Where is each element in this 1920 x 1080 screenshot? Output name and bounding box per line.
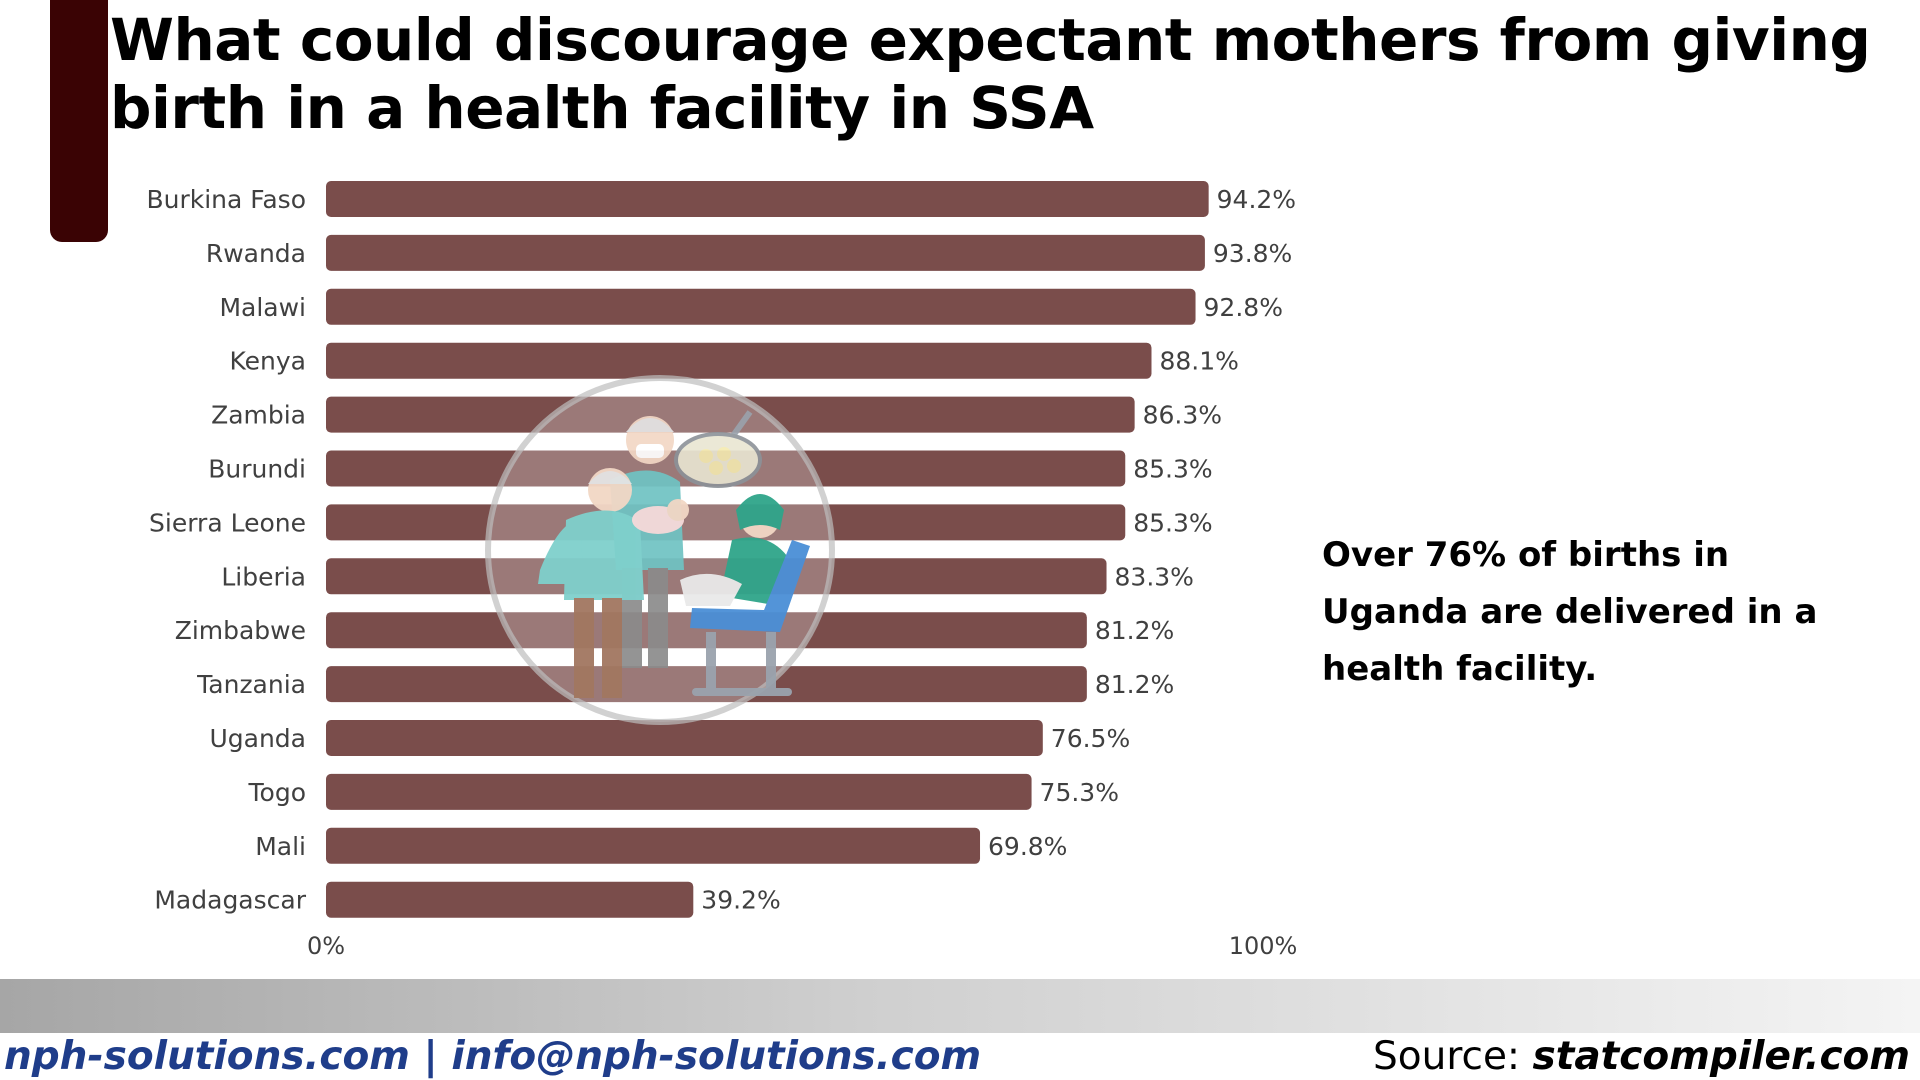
footer-source: Source: statcompiler.com xyxy=(1373,1034,1910,1079)
category-label: Madagascar xyxy=(154,886,306,915)
bar xyxy=(326,288,1196,325)
category-label: Togo xyxy=(248,778,306,807)
value-label: 85.3% xyxy=(1133,508,1212,537)
category-label: Kenya xyxy=(230,347,307,376)
value-label: 69.8% xyxy=(988,832,1067,861)
title-accent-bar xyxy=(50,0,108,242)
category-label: Zimbabwe xyxy=(175,616,306,645)
page-title: What could discourage expectant mothers … xyxy=(110,6,1871,142)
bar xyxy=(326,827,981,864)
source-prefix: Source: xyxy=(1372,1034,1533,1079)
category-label: Sierra Leone xyxy=(149,508,306,537)
x-tick-label: 100% xyxy=(1229,932,1298,960)
source-site: statcompiler.com xyxy=(1532,1034,1910,1079)
category-label: Liberia xyxy=(221,562,306,591)
category-label: Burkina Faso xyxy=(146,185,306,214)
value-label: 92.8% xyxy=(1204,293,1283,322)
x-tick-label: 0% xyxy=(307,932,345,960)
bar xyxy=(326,504,1126,541)
value-label: 81.2% xyxy=(1095,616,1174,645)
value-label: 83.3% xyxy=(1115,562,1194,591)
value-label: 86.3% xyxy=(1143,401,1222,430)
value-label: 81.2% xyxy=(1095,670,1174,699)
bar xyxy=(326,773,1032,810)
footer-contact: nph-solutions.com | info@nph-solutions.c… xyxy=(4,1034,982,1079)
category-label: Zambia xyxy=(211,401,306,430)
bar xyxy=(326,881,694,918)
bar xyxy=(326,234,1205,271)
bar xyxy=(326,181,1209,217)
category-label: Mali xyxy=(255,832,306,861)
value-label: 94.2% xyxy=(1217,185,1296,214)
category-label: Burundi xyxy=(208,455,306,484)
category-label: Uganda xyxy=(209,724,306,753)
category-label: Tanzania xyxy=(196,670,306,699)
value-label: 88.1% xyxy=(1159,347,1238,376)
value-label: 39.2% xyxy=(701,886,780,915)
value-label: 85.3% xyxy=(1133,455,1212,484)
bar-chart: Burkina Faso 94.2% Rwanda 93.8% Malawi 92.8% K… xyxy=(146,181,1298,960)
value-label: 76.5% xyxy=(1051,724,1130,753)
footer-band xyxy=(0,979,1920,1033)
bar xyxy=(326,342,1152,379)
value-label: 75.3% xyxy=(1040,778,1119,807)
value-label: 93.8% xyxy=(1213,239,1292,268)
category-label: Malawi xyxy=(219,293,306,322)
bar xyxy=(326,720,1043,756)
bar xyxy=(326,396,1135,433)
callout-text: Over 76% of births in Uganda are deliver… xyxy=(1322,535,1818,689)
category-label: Rwanda xyxy=(206,239,306,268)
childbirth-illustration-icon xyxy=(485,375,835,725)
